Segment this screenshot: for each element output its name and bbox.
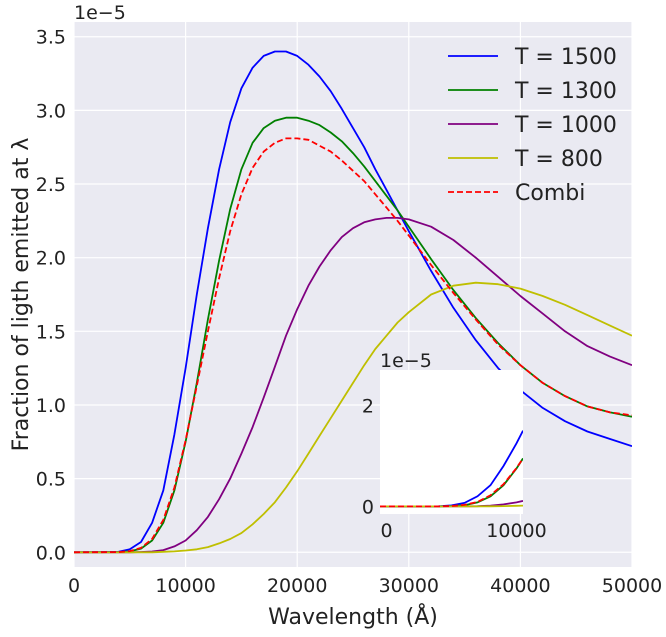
- x-axis-label: Wavelength (Å): [268, 603, 438, 630]
- x-tick-label: 0: [68, 575, 80, 597]
- x-tick-label: 50000: [602, 575, 662, 597]
- inset-y-offset-label: 1e−5: [380, 350, 432, 372]
- legend-label-4: Combi: [515, 181, 585, 206]
- inset-plot: 0 10000 0 2 1e−5: [362, 350, 547, 542]
- y-tick-label: 1.5: [36, 321, 66, 343]
- y-tick-label: 1.0: [36, 395, 66, 417]
- x-tick-label: 10000: [155, 575, 215, 597]
- legend-label-2: T = 1000: [514, 113, 617, 138]
- series-line-3: [74, 281, 632, 554]
- inset-x-tick-label: 0: [380, 520, 392, 542]
- y-tick-label: 0.0: [36, 542, 66, 564]
- inset-y-tick-label: 0: [362, 496, 374, 518]
- x-tick-label: 20000: [267, 575, 327, 597]
- inset-x-tick-label: 10000: [486, 520, 546, 542]
- inset-y-tick-label: 2: [362, 395, 374, 417]
- series-line-0: [74, 50, 632, 554]
- y-tick-label: 3.5: [36, 27, 66, 49]
- y-axis-label: Fraction of ligth emitted at λ: [9, 138, 34, 452]
- inset-series-line-4: [380, 457, 523, 508]
- x-tick-label: 40000: [490, 575, 550, 597]
- inset-plot-area: [380, 370, 523, 514]
- series-line-4: [74, 137, 632, 554]
- y-tick-label: 0.5: [36, 469, 66, 491]
- main-plot: 0 10000 20000 30000 40000 50000 0.0 0.5 1.0 1.5 2.…: [9, 2, 662, 630]
- y-tick-label: 2.5: [36, 174, 66, 196]
- series-line-1: [74, 116, 632, 554]
- series-line-2: [74, 217, 632, 554]
- x-tick-label: 30000: [379, 575, 439, 597]
- y-tick-label: 2.0: [36, 248, 66, 270]
- legend-label-3: T = 800: [514, 147, 603, 172]
- legend-label-1: T = 1300: [514, 79, 617, 104]
- y-tick-label: 3.0: [36, 100, 66, 122]
- y-offset-label: 1e−5: [74, 2, 126, 24]
- legend-label-0: T = 1500: [514, 45, 617, 70]
